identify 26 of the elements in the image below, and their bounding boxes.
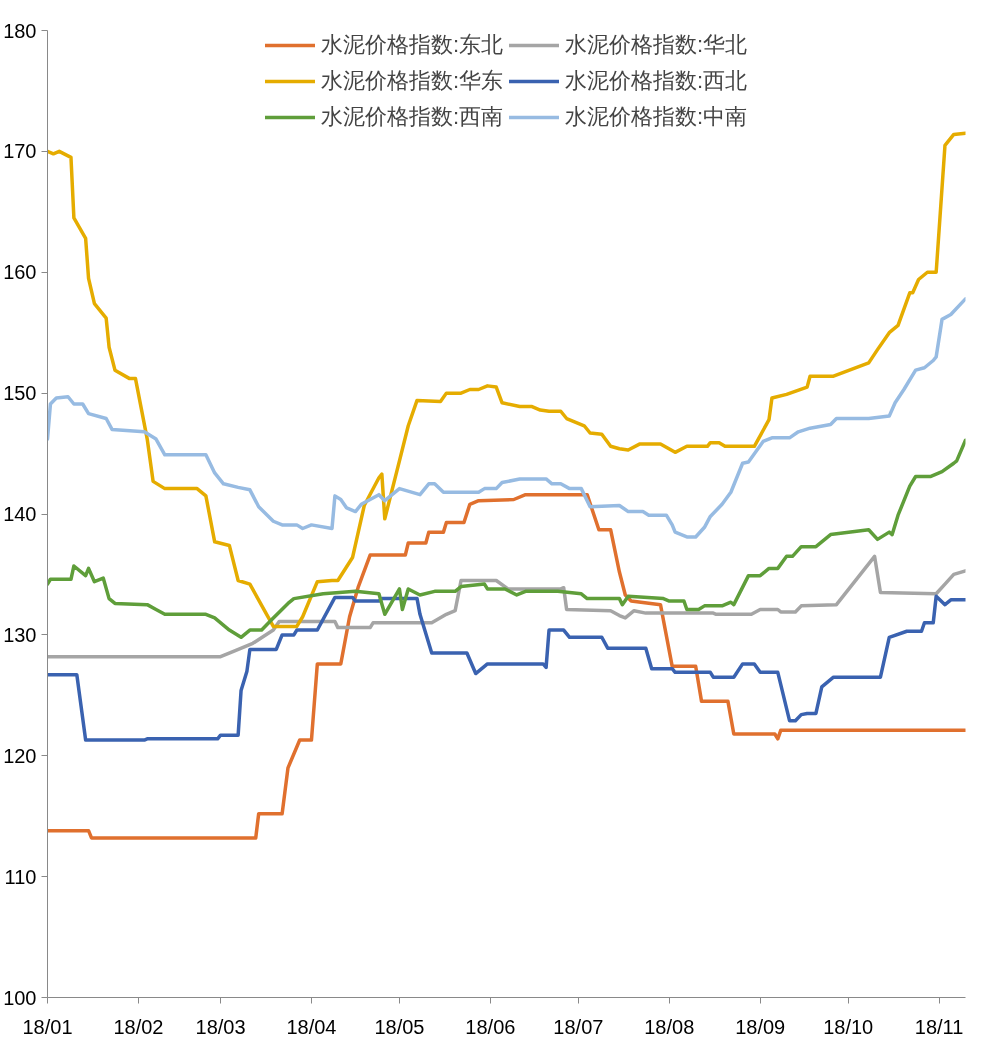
x-tick-label: 18/06 <box>465 1015 516 1038</box>
legend-label: 水泥价格指数:中南 <box>565 103 748 131</box>
legend-label: 水泥价格指数:华北 <box>565 31 748 59</box>
x-tick-label: 18/03 <box>195 1015 246 1038</box>
x-tick-label: 18/11 <box>914 1015 964 1038</box>
y-tick-label: 120 <box>3 744 37 767</box>
x-tick-label: 18/08 <box>644 1015 695 1038</box>
x-tick-label: 18/07 <box>553 1015 604 1038</box>
y-tick-label: 130 <box>3 623 37 646</box>
x-tick-label: 18/02 <box>113 1015 164 1038</box>
y-tick-label: 150 <box>3 382 37 405</box>
legend-label: 水泥价格指数:西南 <box>320 103 503 131</box>
y-tick-label: 160 <box>3 261 37 284</box>
x-tick-label: 18/01 <box>22 1015 73 1038</box>
y-tick-label: 100 <box>3 986 37 1009</box>
y-tick-label: 110 <box>4 865 37 888</box>
x-tick-label: 18/09 <box>735 1015 786 1038</box>
legend-label: 水泥价格指数:华东 <box>320 67 503 95</box>
y-tick-label: 180 <box>3 19 37 42</box>
x-tick-label: 18/10 <box>823 1015 874 1038</box>
y-tick-label: 170 <box>3 140 37 163</box>
x-tick-label: 18/05 <box>374 1015 425 1038</box>
y-tick-label: 140 <box>3 503 37 525</box>
legend-label: 水泥价格指数:西北 <box>565 67 748 95</box>
x-tick-label: 18/04 <box>286 1015 337 1038</box>
legend-label: 水泥价格指数:东北 <box>320 31 503 59</box>
